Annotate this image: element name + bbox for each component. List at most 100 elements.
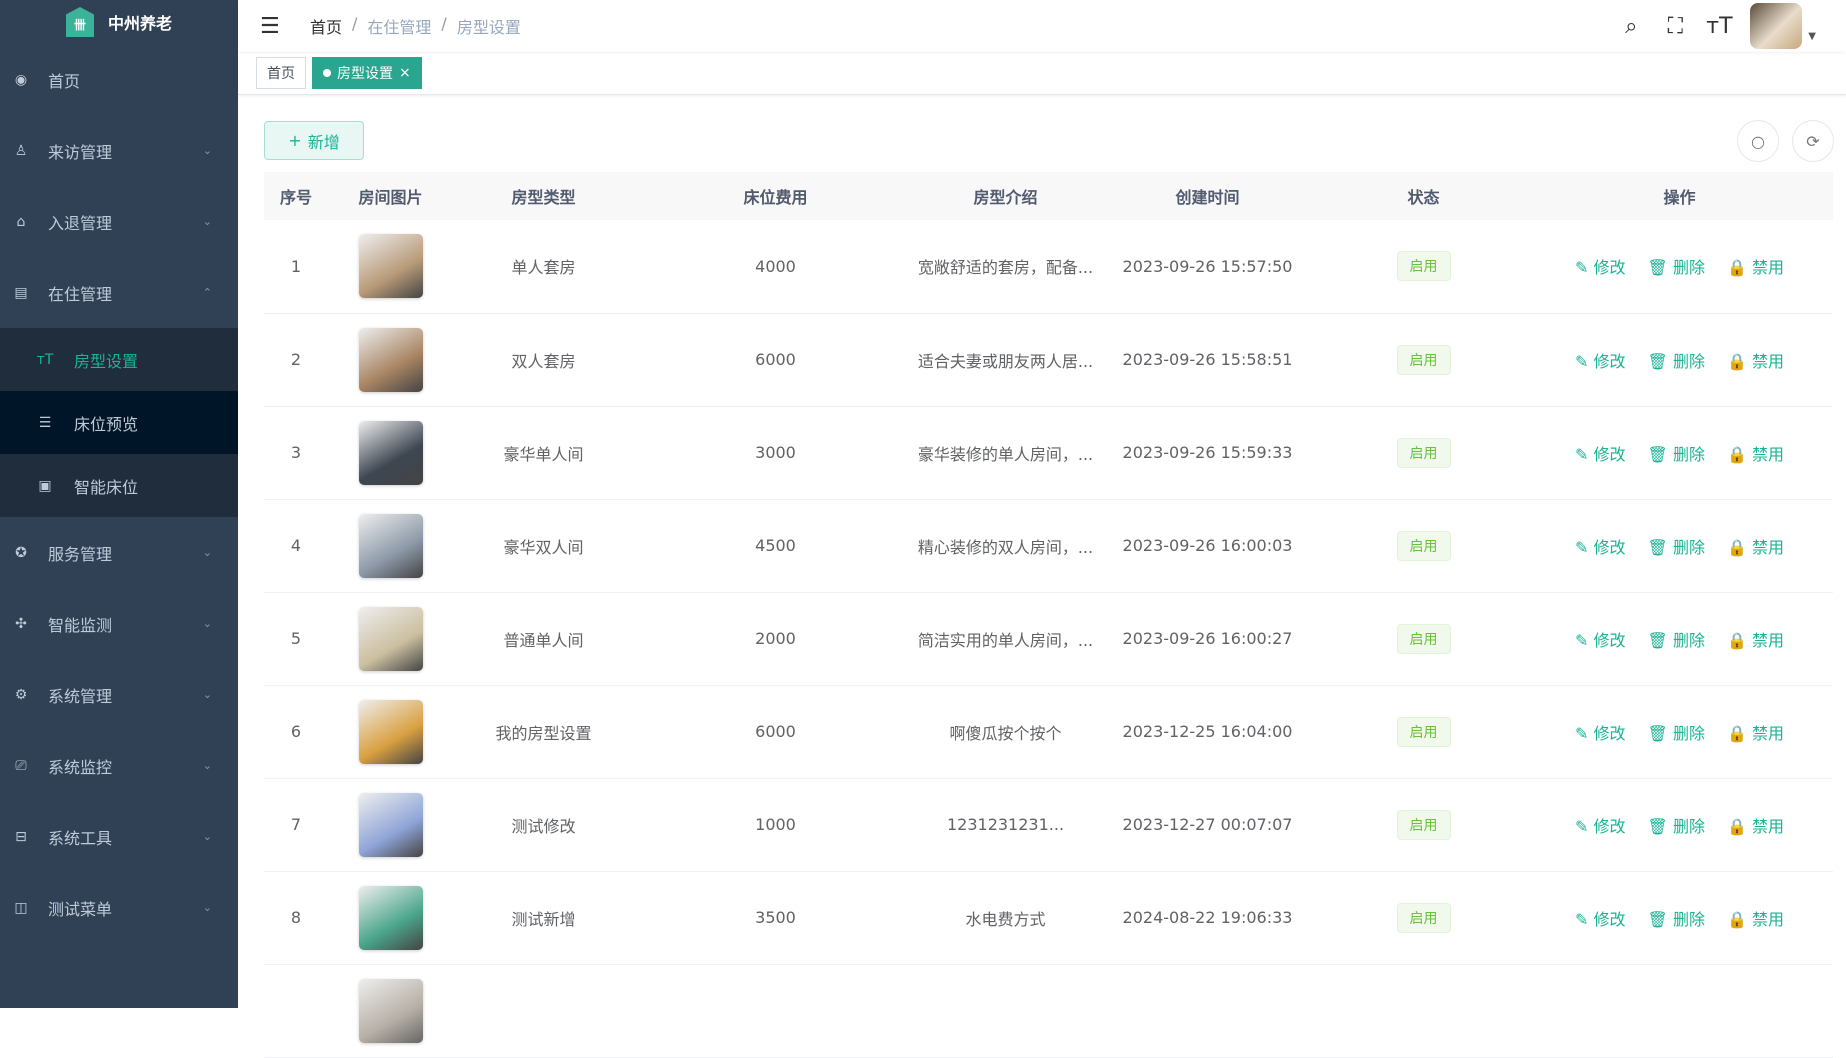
edit-button[interactable]: ✎ 修改 xyxy=(1575,813,1626,837)
app-logo[interactable]: 卌 中州养老 xyxy=(0,0,238,44)
sidebar-item-monitor[interactable]: ✣ 智能监测 ⌄ xyxy=(0,588,238,659)
plus-icon: + xyxy=(288,131,302,150)
edit-icon: ✎ xyxy=(1575,351,1589,371)
room-image[interactable] xyxy=(358,978,423,1043)
sidebar-item-checkin[interactable]: ⌂ 入退管理 ⌄ xyxy=(0,186,238,257)
edit-button[interactable]: ✎ 修改 xyxy=(1575,534,1626,558)
sidebar-item-font-size[interactable]: ᴛT 房型设置 xyxy=(0,328,238,391)
delete-label: 删除 xyxy=(1672,537,1705,557)
table-row: 6 我的房型设置 6000 啊傻瓜按个按个 2023-12-25 16:04:0… xyxy=(264,685,1833,779)
edit-icon: ✎ xyxy=(1575,816,1589,836)
disable-label: 禁用 xyxy=(1751,723,1784,743)
app-name: 中州养老 xyxy=(107,14,172,33)
delete-button[interactable]: 🗑 删除 xyxy=(1648,627,1705,651)
created-time: 2023-09-26 15:59:33 xyxy=(1094,406,1321,500)
tag-home[interactable]: 首页 xyxy=(256,57,306,89)
column-header: 操作 xyxy=(1526,172,1833,220)
sidebar-item-label: 入退管理 xyxy=(48,213,113,233)
edit-label: 修改 xyxy=(1593,444,1626,464)
edit-button[interactable]: ✎ 修改 xyxy=(1575,254,1626,278)
edit-button[interactable]: ✎ 修改 xyxy=(1575,348,1626,372)
close-icon[interactable]: × xyxy=(399,65,411,81)
lock-icon: 🔒 xyxy=(1726,444,1747,464)
sidebar-item-gear[interactable]: ⚙ 系统管理 ⌄ xyxy=(0,659,238,730)
add-button[interactable]: + 新增 xyxy=(264,121,364,160)
sidebar-item-toolbox[interactable]: ⊟ 系统工具 ⌄ xyxy=(0,801,238,872)
delete-button[interactable]: 🗑 删除 xyxy=(1648,348,1705,372)
sidebar-item-image[interactable]: ▣ 智能床位 xyxy=(0,454,238,517)
edit-button[interactable]: ✎ 修改 xyxy=(1575,627,1626,651)
search-toggle-button[interactable]: ○ xyxy=(1737,120,1779,162)
image-cell xyxy=(328,592,453,686)
table-row: 5 普通单人间 2000 简洁实用的单人房间，... 2023-09-26 16… xyxy=(264,592,1833,686)
delete-button[interactable]: 🗑 删除 xyxy=(1648,441,1705,465)
room-image[interactable] xyxy=(358,606,423,671)
bed-fee: 2000 xyxy=(634,592,917,686)
delete-button[interactable]: 🗑 删除 xyxy=(1648,720,1705,744)
disable-button[interactable]: 🔒 禁用 xyxy=(1727,720,1784,744)
created-time: 2023-09-26 16:00:27 xyxy=(1094,592,1321,686)
add-label: 新增 xyxy=(307,132,340,152)
sidebar-item-dashboard[interactable]: ◉ 首页 xyxy=(0,44,238,115)
sidebar-item-label: 房型设置 xyxy=(74,351,139,371)
bed-fee: 1000 xyxy=(634,778,917,872)
room-type: 测试新增 xyxy=(453,871,634,965)
disable-button[interactable]: 🔒 禁用 xyxy=(1727,906,1784,930)
font-size-icon[interactable]: ᴛT xyxy=(1706,13,1733,39)
edit-button[interactable]: ✎ 修改 xyxy=(1575,441,1626,465)
chevron-icon: ⌄ xyxy=(202,759,212,772)
sidebar-item-label: 系统管理 xyxy=(48,686,113,706)
edit-label: 修改 xyxy=(1593,816,1626,836)
breadcrumb-home[interactable]: 首页 xyxy=(310,18,343,37)
room-image[interactable] xyxy=(358,327,423,392)
room-image[interactable] xyxy=(358,513,423,578)
submenu-residence: ᴛT 房型设置 ☰ 床位预览 ▣ 智能床位 xyxy=(0,328,238,517)
tag-room-type[interactable]: 房型设置 × xyxy=(312,57,422,89)
room-image[interactable] xyxy=(358,885,423,950)
sidebar-item-visitor[interactable]: ♙ 来访管理 ⌄ xyxy=(0,115,238,186)
delete-button[interactable]: 🗑 删除 xyxy=(1648,906,1705,930)
refresh-button[interactable]: ⟳ xyxy=(1792,120,1834,162)
delete-label: 删除 xyxy=(1672,258,1705,278)
hamburger-icon[interactable]: ☰ xyxy=(260,13,280,39)
fullscreen-icon[interactable]: ⛶ xyxy=(1667,13,1683,39)
toolbox-icon: ⊟ xyxy=(15,828,27,845)
room-intro: 啊傻瓜按个按个 xyxy=(917,685,1094,779)
breadcrumb-sep: / xyxy=(441,14,447,33)
room-intro: 1231231231... xyxy=(917,778,1094,872)
delete-button[interactable]: 🗑 删除 xyxy=(1648,534,1705,558)
disable-button[interactable]: 🔒 禁用 xyxy=(1727,441,1784,465)
caret-down-icon[interactable]: ▼ xyxy=(1808,30,1816,42)
delete-button[interactable]: 🗑 删除 xyxy=(1648,254,1705,278)
search-icon[interactable]: ⌕ xyxy=(1625,13,1638,39)
column-header: 状态 xyxy=(1321,172,1526,220)
disable-button[interactable]: 🔒 禁用 xyxy=(1727,534,1784,558)
row-number: 4 xyxy=(264,499,328,593)
disable-button[interactable]: 🔒 禁用 xyxy=(1727,254,1784,278)
avatar[interactable] xyxy=(1750,3,1803,49)
trash-icon: 🗑 xyxy=(1647,630,1668,650)
room-image[interactable] xyxy=(358,234,423,299)
bed-fee: 3500 xyxy=(634,871,917,965)
sidebar-item-service[interactable]: ✪ 服务管理 ⌄ xyxy=(0,517,238,588)
edit-button[interactable]: ✎ 修改 xyxy=(1575,720,1626,744)
edit-button[interactable]: ✎ 修改 xyxy=(1575,906,1626,930)
room-image[interactable] xyxy=(358,699,423,764)
sidebar-item-screen[interactable]: ⎚ 系统监控 ⌄ xyxy=(0,730,238,801)
sidebar-item-label: 智能监测 xyxy=(48,615,113,635)
delete-button[interactable]: 🗑 删除 xyxy=(1648,813,1705,837)
room-image[interactable] xyxy=(358,420,423,485)
trash-icon: 🗑 xyxy=(1647,723,1668,743)
sidebar-item-list[interactable]: ☰ 床位预览 xyxy=(0,391,238,454)
sidebar-item-residence[interactable]: ▤ 在住管理 ⌃ xyxy=(0,257,238,328)
disable-button[interactable]: 🔒 禁用 xyxy=(1727,813,1784,837)
status-cell: 启用 xyxy=(1321,406,1526,500)
tag-label: 房型设置 xyxy=(337,66,393,82)
disable-button[interactable]: 🔒 禁用 xyxy=(1727,627,1784,651)
actions-cell: ✎ 修改 🗑 删除 🔒 禁用 xyxy=(1526,778,1833,872)
room-image[interactable] xyxy=(358,792,423,857)
sidebar-item-book[interactable]: ◫ 测试菜单 ⌄ xyxy=(0,872,238,943)
sidebar-item-label: 床位预览 xyxy=(74,414,139,434)
bed-fee: 3000 xyxy=(634,406,917,500)
disable-button[interactable]: 🔒 禁用 xyxy=(1727,348,1784,372)
